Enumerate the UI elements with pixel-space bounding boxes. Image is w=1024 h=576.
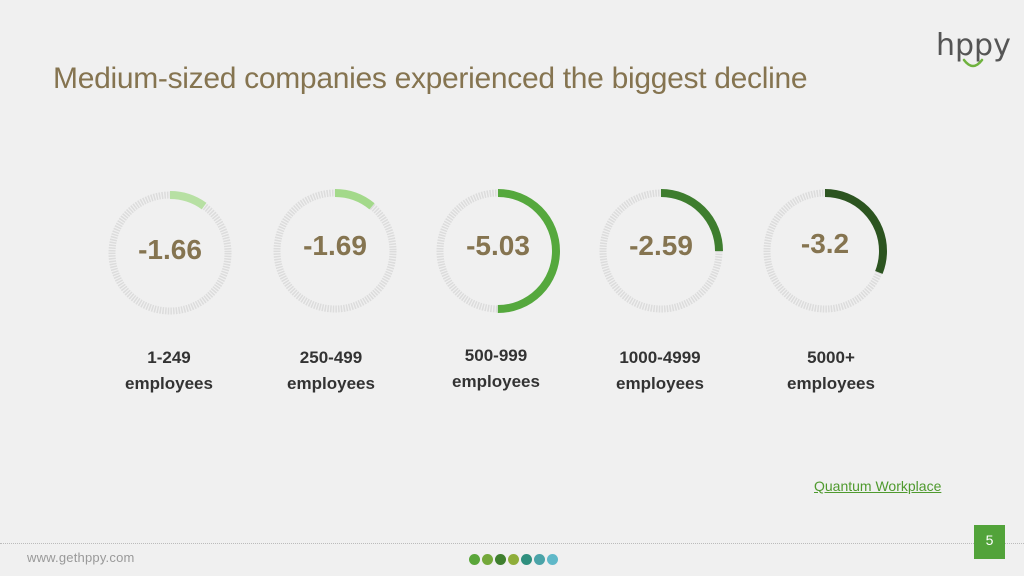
footer-url: www.gethppy.com [27,550,135,565]
gauge-arc [108,191,232,315]
hppy-logo: hppy [936,28,1012,74]
gauge-value: -1.69 [303,230,367,261]
page-number: 5 [974,525,1005,559]
gauge-arc [599,189,723,313]
footer-dot [469,554,480,565]
gauge-arc [436,189,560,313]
gauge-ring [273,189,397,313]
gauge-value: -2.59 [629,230,693,261]
gauge-label: 5000+ employees [787,348,875,393]
gauge-label: 250-499 employees [287,348,375,393]
gauge-value: -1.66 [138,234,202,265]
footer-dot [482,554,493,565]
gauge-5000-plus: -3.2 [760,186,890,316]
gauge-arc [273,189,397,313]
gauge-label: 1000-4999 employees [616,348,704,393]
footer-divider [0,543,1024,544]
gauge-ring [763,189,887,313]
gauge-arc [763,189,887,313]
footer-dot [521,554,532,565]
gauge-500-999: -5.03 [433,186,563,316]
gauge-label: 1-249 employees [125,348,213,393]
gauge-ring [436,189,560,313]
source-link[interactable]: Quantum Workplace [814,478,942,494]
footer-dots [469,552,560,570]
footer-dot [534,554,545,565]
gauge-1-249: -1.66 [105,188,235,318]
footer-dot [508,554,519,565]
gauge-ring [108,191,232,315]
logo-text: hppy [936,28,1011,63]
gauge-ring [599,189,723,313]
gauge-value: -3.2 [800,228,850,259]
slide-title: Medium-sized companies experienced the b… [53,62,808,95]
footer-dot [547,554,558,565]
footer-dot [495,554,506,565]
smile-icon [962,58,984,68]
gauge-value: -5.03 [466,230,530,261]
gauge-250-499: -1.69 [270,186,400,316]
gauge-label: 500-999 employees [452,346,540,391]
gauge-1000-4999: -2.59 [596,186,726,316]
